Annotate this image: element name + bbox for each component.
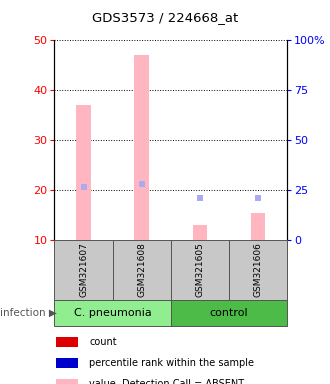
Text: infection ▶: infection ▶ xyxy=(0,308,57,318)
Text: value, Detection Call = ABSENT: value, Detection Call = ABSENT xyxy=(89,379,244,384)
Text: GSM321605: GSM321605 xyxy=(195,242,204,297)
Bar xyxy=(193,225,207,240)
Text: GSM321606: GSM321606 xyxy=(253,242,263,297)
Bar xyxy=(76,105,91,240)
Text: GSM321607: GSM321607 xyxy=(79,242,88,297)
Bar xyxy=(134,55,149,240)
Text: GDS3573 / 224668_at: GDS3573 / 224668_at xyxy=(92,11,238,24)
Text: C. pneumonia: C. pneumonia xyxy=(74,308,151,318)
Text: count: count xyxy=(89,337,117,347)
Text: GSM321608: GSM321608 xyxy=(137,242,146,297)
Text: percentile rank within the sample: percentile rank within the sample xyxy=(89,358,254,368)
Bar xyxy=(251,213,265,240)
Text: control: control xyxy=(210,308,248,318)
